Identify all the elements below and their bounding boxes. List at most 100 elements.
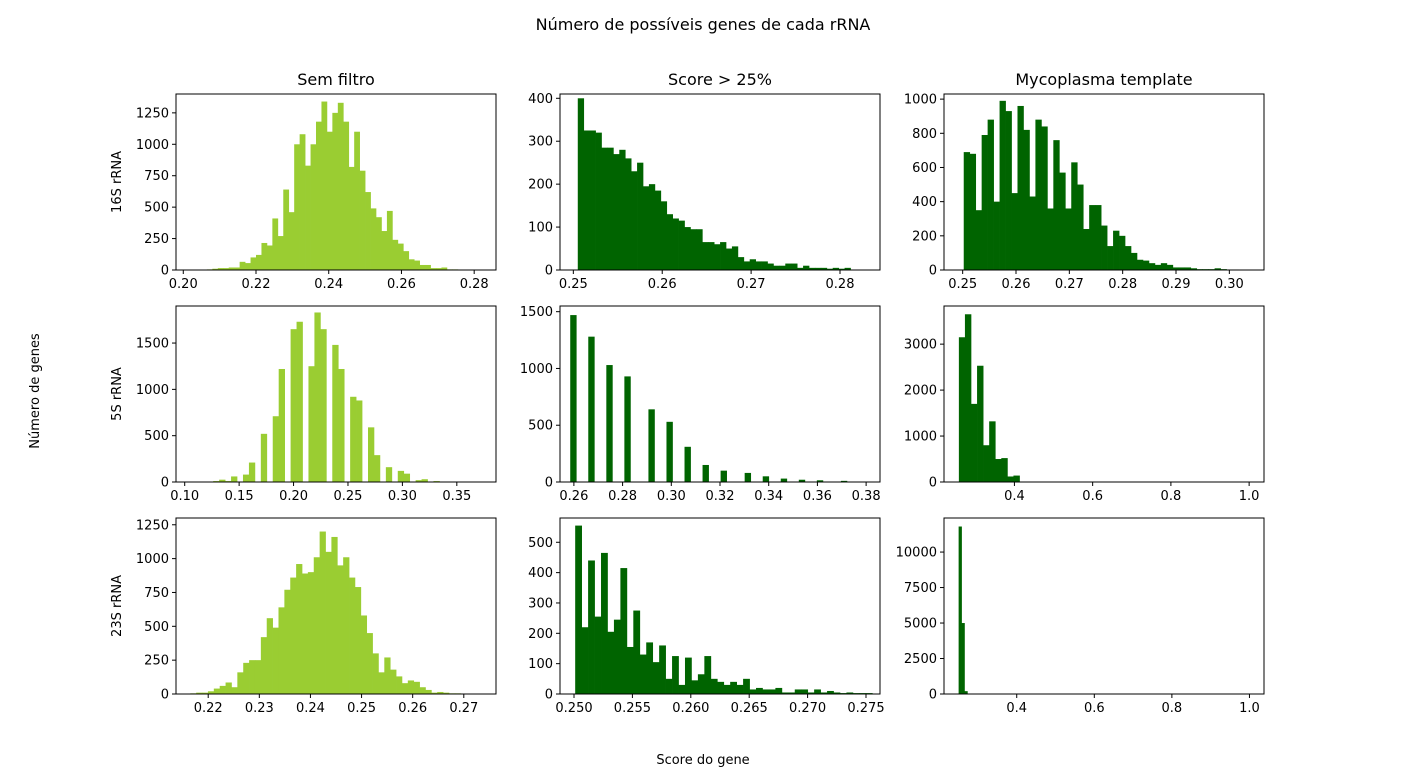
bar: [999, 100, 1006, 270]
y-tick-label: 1000: [136, 383, 169, 398]
bar: [833, 692, 841, 694]
bar: [844, 267, 851, 270]
x-tick-label: 0.34: [754, 489, 783, 504]
y-tick-label: 0: [929, 476, 937, 491]
bar: [1101, 225, 1108, 270]
x-tick-label: 0.8: [1161, 489, 1182, 504]
bar: [723, 684, 731, 694]
bar: [1053, 140, 1060, 270]
y-tick-label: 750: [144, 169, 169, 184]
bar: [964, 314, 972, 482]
bar: [397, 470, 405, 482]
bar: [225, 682, 232, 694]
bar: [354, 587, 362, 694]
bar: [1035, 119, 1042, 270]
y-tick-label: 400: [528, 92, 553, 107]
x-tick-label: 0.4: [1006, 701, 1027, 716]
y-tick-label: 1250: [136, 106, 169, 121]
bar: [665, 678, 673, 694]
panel-r2-c2: 0.4 0.6 0.8 1.0 0 2500 5000 7500 10000: [896, 517, 1265, 716]
bar: [684, 227, 691, 270]
bar: [384, 657, 391, 694]
y-tick-label: 1000: [904, 93, 937, 108]
x-tick-label: 0.8: [1162, 701, 1183, 716]
bar: [826, 268, 834, 270]
bar: [319, 531, 326, 694]
bar: [437, 691, 444, 694]
bar: [325, 551, 332, 694]
x-tick-label: 0.24: [296, 701, 325, 716]
y-tick-label: 0: [545, 688, 553, 703]
bar: [354, 131, 360, 270]
y-tick-label: 1000: [904, 430, 937, 445]
bar: [1125, 246, 1132, 270]
bar: [1013, 475, 1020, 482]
bar: [196, 692, 203, 694]
x-tick-label: 0.6: [1084, 701, 1105, 716]
row-label-23s: 23S rRNA: [110, 575, 125, 637]
bar: [601, 552, 608, 694]
bar: [736, 684, 744, 694]
bar: [219, 479, 226, 482]
bar: [660, 201, 668, 270]
axes-frame: [943, 93, 1265, 271]
x-tick-label: 0.275: [847, 701, 884, 716]
bar: [302, 573, 309, 694]
bar: [403, 473, 411, 482]
bar: [397, 243, 404, 270]
bar: [1071, 162, 1078, 270]
bar: [421, 479, 428, 482]
y-tick-label: 500: [528, 536, 553, 551]
bar: [313, 557, 320, 694]
bar: [619, 149, 626, 270]
x-tick-label: 0.26: [648, 277, 677, 292]
bar: [1142, 260, 1150, 270]
y-tick-label: 100: [528, 657, 553, 672]
bar: [370, 208, 377, 270]
panel-r0-c1: 0.25 0.26 0.27 0.28 0 100 200 300 400: [528, 92, 881, 292]
bar: [589, 130, 596, 270]
bar: [1029, 196, 1036, 270]
y-tick-label: 1500: [520, 305, 553, 320]
x-tick-label: 0.25: [948, 277, 977, 292]
bar: [639, 654, 647, 694]
bar: [672, 656, 679, 694]
bar: [425, 689, 432, 694]
bar: [314, 312, 321, 482]
y-tick-label: 0: [161, 688, 169, 703]
bar: [390, 669, 397, 694]
bar: [307, 572, 315, 694]
bar: [743, 261, 751, 270]
bar: [207, 691, 215, 694]
bar: [702, 242, 709, 270]
bar: [1172, 267, 1180, 270]
panel-r0-c0: 0.20 0.22 0.24 0.26 0.28 0 250 500 750 1000 1250: [136, 93, 497, 292]
bar: [646, 642, 654, 694]
bar: [1148, 263, 1156, 270]
bar: [288, 212, 295, 270]
bar: [702, 464, 709, 482]
x-tick-label: 0.26: [387, 277, 416, 292]
x-tick-label: 1.0: [1239, 701, 1260, 716]
bar: [803, 265, 810, 270]
bar: [359, 170, 366, 270]
bar: [343, 121, 350, 270]
bar: [761, 261, 768, 270]
bar: [583, 130, 590, 270]
bar: [652, 662, 660, 694]
bar: [266, 618, 273, 694]
col-title-score: Score > 25%: [668, 70, 772, 89]
bar: [846, 692, 854, 694]
bar: [316, 121, 322, 270]
bar: [228, 267, 235, 270]
y-tick-label: 1250: [136, 518, 169, 533]
bar: [666, 421, 673, 482]
bar: [678, 684, 686, 694]
bar: [779, 265, 786, 270]
y-tick-label: 0: [161, 264, 169, 279]
bar: [696, 229, 703, 270]
bar: [278, 368, 285, 482]
bar: [969, 153, 977, 270]
bar: [242, 474, 250, 482]
y-tick-label: 800: [912, 127, 937, 142]
